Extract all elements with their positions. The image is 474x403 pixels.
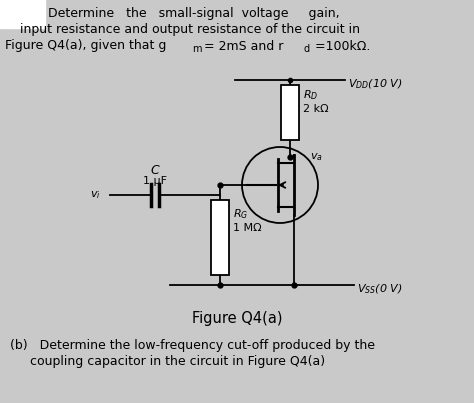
Text: $R_G$: $R_G$ (233, 207, 248, 221)
Text: input resistance and output resistance of the circuit in: input resistance and output resistance o… (20, 23, 360, 37)
Text: m: m (192, 44, 201, 54)
Text: 1 μF: 1 μF (143, 176, 167, 186)
Bar (0, 0, 45, 28)
Text: Figure Q4(a): Figure Q4(a) (192, 310, 282, 326)
Text: Determine   the   small-signal  voltage     gain,: Determine the small-signal voltage gain, (48, 8, 340, 21)
Text: d: d (304, 44, 310, 54)
Text: Figure Q4(a), given that g: Figure Q4(a), given that g (5, 39, 166, 52)
Text: $v_i$: $v_i$ (90, 189, 100, 201)
Text: 2 kΩ: 2 kΩ (303, 104, 328, 114)
Text: = 2mS and r: = 2mS and r (200, 39, 283, 52)
Text: (b)   Determine the low-frequency cut-off produced by the: (b) Determine the low-frequency cut-off … (10, 339, 375, 351)
Bar (281, 85, 299, 140)
Text: 1 MΩ: 1 MΩ (233, 223, 262, 233)
Text: coupling capacitor in the circuit in Figure Q4(a): coupling capacitor in the circuit in Fig… (30, 355, 325, 368)
Text: $R_D$: $R_D$ (303, 88, 319, 102)
Text: $V_{DD}$(10 V): $V_{DD}$(10 V) (348, 77, 403, 91)
Text: C: C (151, 164, 159, 177)
Text: $v_a$: $v_a$ (310, 151, 323, 163)
Text: $V_{SS}$(0 V): $V_{SS}$(0 V) (357, 282, 402, 296)
Bar (211, 200, 229, 275)
Text: =100kΩ.: =100kΩ. (311, 39, 370, 52)
